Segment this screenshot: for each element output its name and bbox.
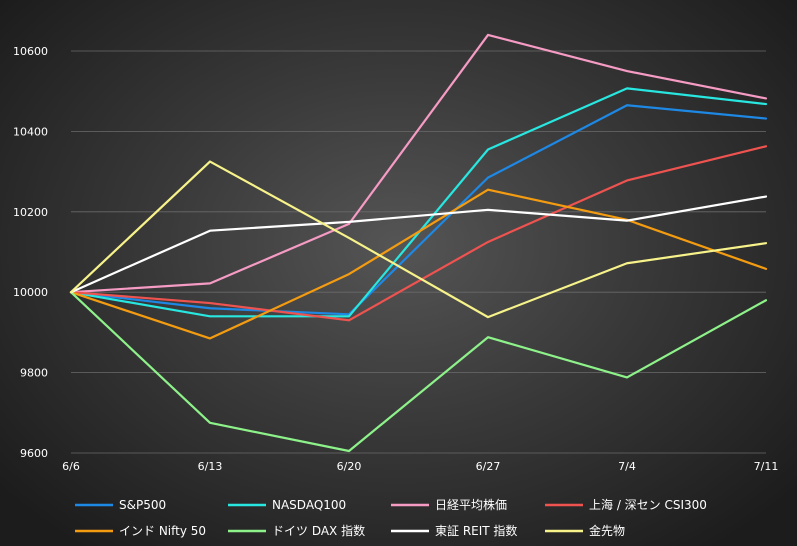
x-tick-label: 7/11 [754, 460, 779, 473]
x-tick-label: 6/20 [337, 460, 362, 473]
legend-label: 東証 REIT 指数 [435, 523, 517, 538]
legend-label: ドイツ DAX 指数 [272, 523, 365, 538]
legend-label: 上海 / 深セン CSI300 [589, 497, 707, 512]
y-tick-label: 10200 [13, 206, 48, 219]
series-line [69, 160, 768, 319]
x-tick-label: 6/6 [62, 460, 80, 473]
legend-label: インド Nifty 50 [119, 524, 206, 538]
x-tick-label: 6/27 [476, 460, 501, 473]
legend-label: 日経平均株価 [435, 497, 507, 512]
series-line [69, 195, 768, 294]
series-line [69, 104, 768, 316]
series-line [69, 33, 768, 294]
y-tick-label: 9600 [20, 447, 48, 460]
series-lines [69, 33, 768, 453]
legend: S&P500 NASDAQ100 日経平均株価 上海 / 深セン CSI300 インド … [75, 497, 707, 538]
legend-label: S&P500 [119, 498, 166, 512]
y-tick-label: 10600 [13, 45, 48, 58]
y-axis: 9600 9800 10000 10200 10400 10600 [13, 45, 48, 460]
legend-label: NASDAQ100 [272, 498, 346, 512]
y-tick-label: 10400 [13, 125, 48, 138]
x-tick-label: 6/13 [198, 460, 223, 473]
series-line [69, 145, 768, 322]
y-tick-label: 9800 [20, 367, 48, 380]
y-tick-label: 10000 [13, 286, 48, 299]
x-tick-label: 7/4 [618, 460, 636, 473]
series-line [69, 291, 768, 453]
grid [71, 50, 766, 454]
x-axis: 6/6 6/13 6/20 6/27 7/4 7/11 [62, 460, 778, 473]
legend-label: 金先物 [589, 523, 625, 538]
series-line [69, 188, 768, 340]
